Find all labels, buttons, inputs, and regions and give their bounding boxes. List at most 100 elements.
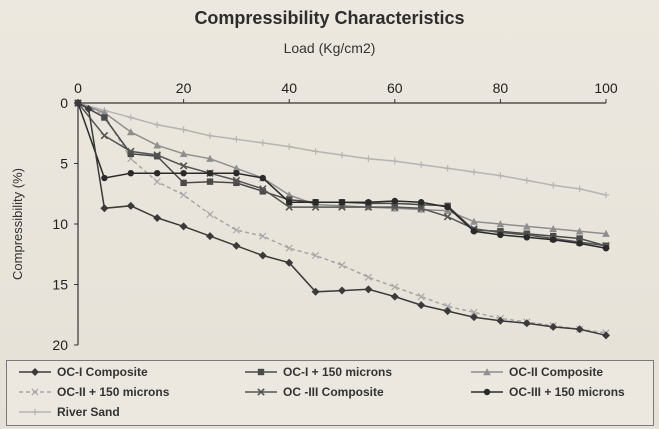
data-point bbox=[443, 307, 452, 316]
legend-swatch bbox=[19, 408, 51, 416]
data-point bbox=[259, 139, 266, 147]
data-point bbox=[206, 169, 214, 177]
data-point bbox=[127, 147, 135, 156]
data-point bbox=[338, 261, 346, 269]
data-point bbox=[417, 204, 425, 213]
data-point bbox=[312, 148, 319, 155]
data-point bbox=[100, 204, 109, 213]
legend-marker bbox=[257, 388, 265, 396]
data-point bbox=[233, 136, 240, 143]
legend-item: OC-II + 150 microns bbox=[17, 385, 169, 399]
data-point bbox=[365, 155, 372, 162]
data-point bbox=[575, 325, 584, 334]
x-tick-label: 20 bbox=[176, 80, 192, 96]
data-point bbox=[84, 105, 93, 114]
x-tick-label: 60 bbox=[387, 80, 403, 96]
x-tick-label: 40 bbox=[281, 80, 297, 96]
data-point bbox=[443, 212, 452, 221]
data-point bbox=[338, 286, 346, 295]
data-point bbox=[497, 228, 504, 235]
data-point bbox=[523, 234, 530, 241]
y-tick-label: 10 bbox=[52, 216, 68, 232]
data-point bbox=[470, 228, 478, 235]
data-point bbox=[101, 174, 108, 182]
data-point bbox=[418, 161, 425, 168]
data-point bbox=[285, 191, 293, 199]
data-point bbox=[364, 285, 373, 294]
data-point bbox=[338, 203, 346, 211]
data-point bbox=[365, 199, 372, 206]
x-tick-label: 80 bbox=[493, 80, 509, 96]
data-point bbox=[311, 287, 320, 296]
data-point bbox=[391, 283, 399, 291]
y-axis-label: Compressibility (%) bbox=[10, 168, 25, 280]
data-point bbox=[126, 201, 135, 210]
data-point bbox=[154, 169, 161, 177]
legend-swatch bbox=[471, 388, 503, 396]
data-point bbox=[74, 99, 82, 107]
legend-swatch bbox=[245, 388, 277, 396]
legend-swatch bbox=[471, 368, 503, 376]
legend-label: River Sand bbox=[57, 405, 120, 419]
data-point bbox=[206, 178, 214, 185]
data-point bbox=[258, 251, 267, 260]
series-line-oc-i-composite bbox=[77, 102, 607, 337]
legend-swatch bbox=[19, 388, 51, 396]
legend-label: OC-II Composite bbox=[509, 365, 604, 379]
data-point bbox=[338, 199, 346, 206]
data-point bbox=[602, 245, 610, 252]
y-tick-label: 20 bbox=[52, 337, 68, 353]
data-point bbox=[180, 191, 188, 199]
data-point bbox=[444, 165, 451, 172]
series-line-oc-ii-150-microns bbox=[77, 102, 607, 334]
data-point bbox=[470, 308, 478, 316]
data-point bbox=[443, 206, 452, 214]
data-point bbox=[312, 199, 319, 206]
data-point bbox=[602, 191, 610, 199]
legend-label: OC-I + 150 microns bbox=[283, 365, 393, 379]
data-point bbox=[285, 244, 293, 252]
data-point bbox=[417, 301, 426, 310]
data-point bbox=[101, 114, 108, 121]
data-point bbox=[550, 236, 557, 243]
data-point bbox=[154, 121, 161, 128]
legend-marker bbox=[483, 368, 491, 376]
legend-item: OC-II Composite bbox=[469, 365, 603, 379]
data-point bbox=[602, 331, 610, 340]
data-point bbox=[233, 169, 240, 177]
data-point bbox=[496, 220, 505, 228]
legend-item: River Sand bbox=[17, 405, 120, 419]
legend-label: OC-III + 150 microns bbox=[509, 385, 625, 399]
data-point bbox=[391, 203, 399, 211]
data-point bbox=[179, 162, 188, 170]
chart-title: Compressibility Characteristics bbox=[194, 8, 465, 28]
data-point bbox=[180, 179, 187, 187]
data-point bbox=[127, 150, 134, 158]
data-point bbox=[549, 322, 558, 331]
data-point bbox=[523, 230, 530, 237]
data-point bbox=[576, 240, 583, 247]
data-point bbox=[470, 168, 478, 176]
data-point bbox=[154, 153, 161, 160]
data-point bbox=[259, 185, 267, 193]
legend-marker bbox=[483, 388, 491, 396]
data-point bbox=[180, 126, 187, 133]
series-oc-i-composite bbox=[74, 99, 610, 340]
data-point bbox=[312, 251, 320, 260]
y-tick-label: 0 bbox=[60, 95, 68, 111]
data-point bbox=[497, 172, 504, 179]
legend-marker bbox=[257, 368, 265, 376]
data-point bbox=[153, 178, 161, 186]
data-point bbox=[602, 229, 610, 237]
y-tick-label: 5 bbox=[60, 156, 68, 172]
data-point bbox=[496, 316, 505, 325]
data-point bbox=[259, 232, 267, 240]
data-point bbox=[417, 293, 425, 301]
data-point bbox=[523, 177, 530, 184]
data-point bbox=[286, 143, 293, 150]
y-tick-label: 15 bbox=[52, 277, 68, 293]
data-point bbox=[576, 235, 583, 242]
data-point bbox=[259, 174, 266, 182]
legend-marker bbox=[31, 368, 39, 376]
